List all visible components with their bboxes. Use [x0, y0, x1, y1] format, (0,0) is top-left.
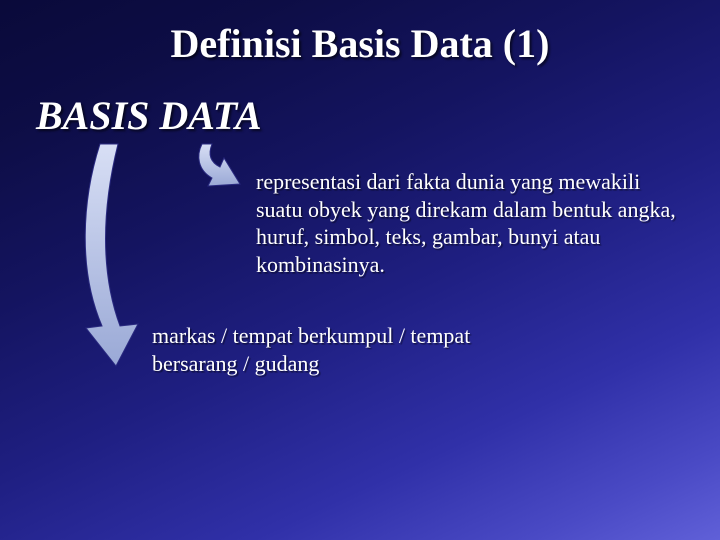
- definition-basis-text: markas / tempat berkumpul / tempat bersa…: [152, 322, 552, 377]
- definition-data-text: representasi dari fakta dunia yang mewak…: [256, 168, 676, 278]
- slide-subtitle: BASIS DATA: [36, 92, 262, 139]
- slide-title: Definisi Basis Data (1): [0, 20, 720, 67]
- slide: Definisi Basis Data (1) BASIS DATA: [0, 0, 720, 540]
- curved-arrow-long-icon: [72, 140, 144, 370]
- curved-arrow-short-icon: [190, 140, 250, 195]
